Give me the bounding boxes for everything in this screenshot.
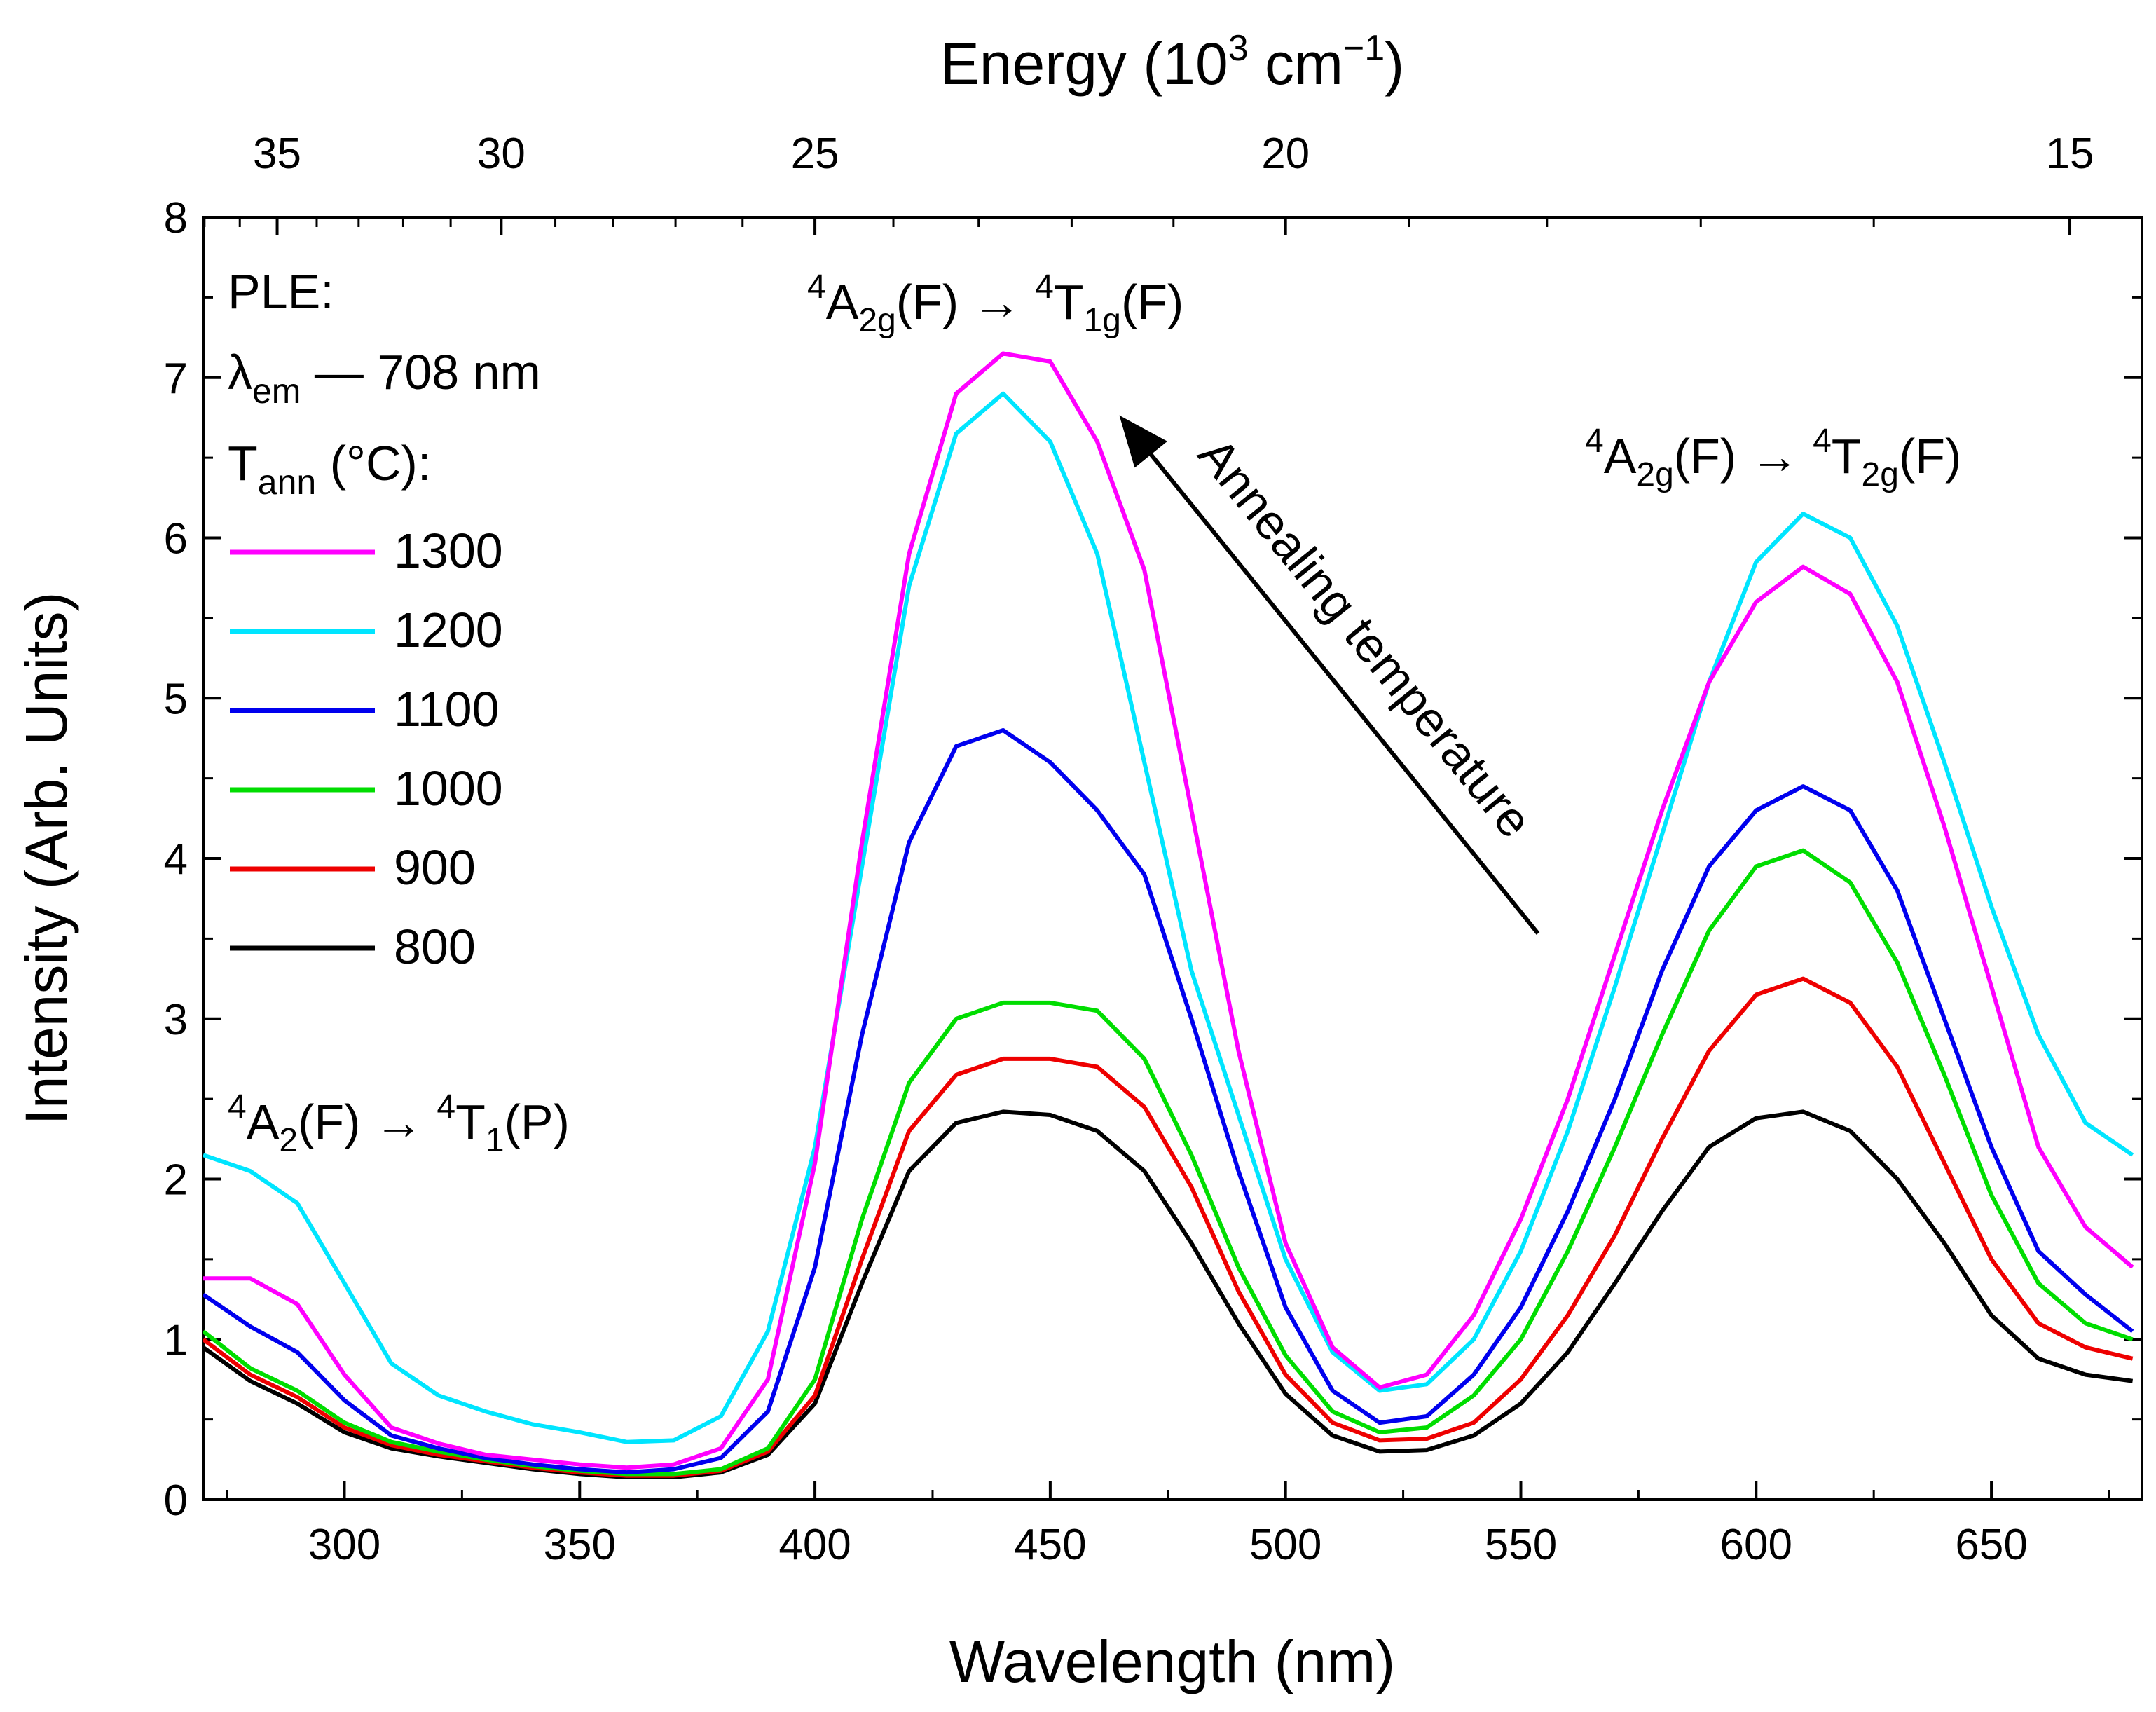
x-tick-label: 300 bbox=[308, 1521, 380, 1569]
legend-title-tann: Tann (°C): bbox=[228, 436, 431, 502]
series-lines bbox=[203, 351, 2134, 1479]
x-tick-label: 400 bbox=[778, 1521, 851, 1569]
y-axis-ticks: 0 1 2 3 4 5 6 7 8 bbox=[164, 194, 2142, 1525]
annotation-peak-610: 4A2g(F) → 4T2g(F) bbox=[1585, 423, 1961, 493]
y-tick-label: 8 bbox=[164, 194, 188, 242]
x-tick-label: 650 bbox=[1955, 1521, 2027, 1569]
y-tick-label: 7 bbox=[164, 355, 188, 403]
legend: 1300 1200 1100 1000 900 800 bbox=[230, 523, 503, 974]
legend-label-1100: 1100 bbox=[394, 682, 500, 737]
series-line-800 bbox=[203, 1109, 2134, 1479]
annealing-arrow-label: Annealing temperature bbox=[1188, 427, 1542, 848]
legend-label-800: 800 bbox=[394, 919, 476, 974]
legend-label-1300: 1300 bbox=[394, 523, 503, 578]
series-line-1300 bbox=[203, 351, 2134, 1470]
y-axis-title: Intensity (Arb. Units) bbox=[13, 592, 79, 1125]
legend-label-900: 900 bbox=[394, 840, 476, 895]
x-tick-label: 350 bbox=[544, 1521, 616, 1569]
legend-label-1000: 1000 bbox=[394, 761, 503, 816]
x-tick-label: 500 bbox=[1249, 1521, 1321, 1569]
x-axis-title: Wavelength (nm) bbox=[949, 1629, 1395, 1694]
series-line-1100 bbox=[203, 728, 2134, 1475]
legend-title-lambda: λem — 708 nm bbox=[228, 345, 541, 411]
y-tick-label: 6 bbox=[164, 515, 188, 563]
legend-title-ple: PLE: bbox=[228, 264, 334, 319]
y-tick-label: 3 bbox=[164, 996, 188, 1044]
legend-label-1200: 1200 bbox=[394, 603, 503, 657]
x-tick-label: 450 bbox=[1014, 1521, 1086, 1569]
y-tick-label: 1 bbox=[164, 1316, 188, 1364]
top-axis-title-exp: 3 bbox=[1228, 28, 1249, 69]
top-axis-ticks: 35 30 25 20 15 bbox=[203, 130, 2094, 235]
y-tick-label: 0 bbox=[164, 1477, 188, 1525]
y-tick-label: 2 bbox=[164, 1156, 188, 1205]
top-axis-title: Energy (103 cm−1) bbox=[940, 28, 1404, 97]
top-tick-label: 20 bbox=[1261, 130, 1310, 178]
top-tick-label: 15 bbox=[2046, 130, 2094, 178]
series-line-1200 bbox=[203, 391, 2134, 1444]
annealing-arrow bbox=[1119, 415, 1540, 935]
annotation-peak-uv: 4A2(F) → 4T1(P) bbox=[228, 1088, 570, 1159]
top-axis-title-exp2: −1 bbox=[1343, 28, 1385, 69]
series-line-900 bbox=[203, 976, 2134, 1478]
y-tick-label: 4 bbox=[164, 835, 188, 884]
x-tick-label: 550 bbox=[1485, 1521, 1557, 1569]
top-tick-label: 30 bbox=[477, 130, 526, 178]
x-tick-label: 600 bbox=[1720, 1521, 1792, 1569]
y-tick-label: 5 bbox=[164, 675, 188, 723]
annotation-peak-450: 4A2g(F) → 4T1g(F) bbox=[807, 268, 1183, 339]
top-tick-label: 35 bbox=[253, 130, 301, 178]
plot-frame bbox=[202, 216, 2143, 1501]
top-tick-label: 25 bbox=[791, 130, 839, 178]
x-axis-ticks: 300 350 400 450 500 550 600 650 bbox=[226, 1481, 2110, 1569]
